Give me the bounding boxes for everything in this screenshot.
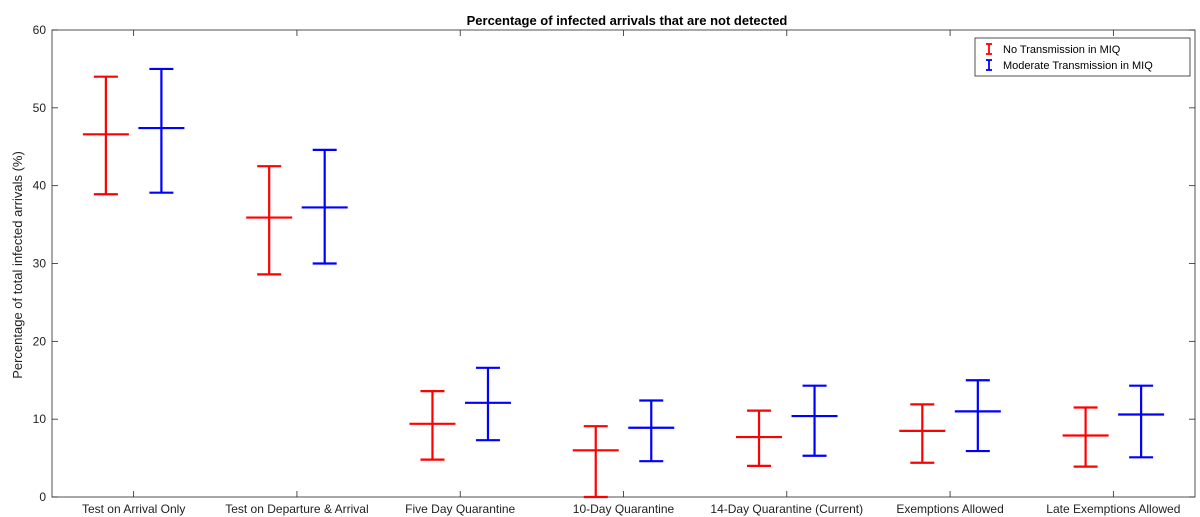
y-tick-label: 50 [33, 101, 47, 115]
legend-errorbar-icon [986, 43, 992, 55]
y-tick-label: 30 [33, 257, 47, 271]
legend-label: No Transmission in MIQ [1003, 44, 1121, 56]
plot-frame [51, 29, 1196, 498]
x-tick-label: Test on Departure & Arrival [225, 502, 368, 516]
y-tick-label: 10 [33, 412, 47, 426]
x-tick-label: Five Day Quarantine [405, 502, 515, 516]
axis-ticks: 0 10 20 30 40 50 60 Test on Arrival Only Test on… [33, 23, 1195, 516]
axes [51, 29, 1196, 498]
legend: No Transmission in MIQ Moderate Transmiss… [974, 37, 1191, 77]
series-2 [138, 67, 1165, 463]
series-1 [82, 75, 1109, 499]
y-tick-label: 0 [39, 490, 46, 504]
y-tick-label: 20 [33, 334, 47, 348]
y-axis-label: Percentage of total infected arrivals (%… [10, 151, 25, 379]
y-tick-label: 40 [33, 179, 47, 193]
data-marks [82, 67, 1165, 499]
legend-box [974, 37, 1191, 77]
x-tick-label: Test on Arrival Only [82, 502, 185, 516]
legend-label: Moderate Transmission in MIQ [1003, 60, 1153, 72]
x-tick-label: Exemptions Allowed [896, 502, 1003, 516]
x-tick-label: 14-Day Quarantine (Current) [710, 502, 863, 516]
chart-title: Percentage of infected arrivals that are… [467, 13, 788, 28]
x-tick-label: Late Exemptions Allowed [1046, 502, 1180, 516]
y-tick-label: 60 [33, 23, 47, 37]
x-tick-label: 10-Day Quarantine [573, 502, 675, 516]
legend-errorbar-icon [986, 59, 992, 71]
